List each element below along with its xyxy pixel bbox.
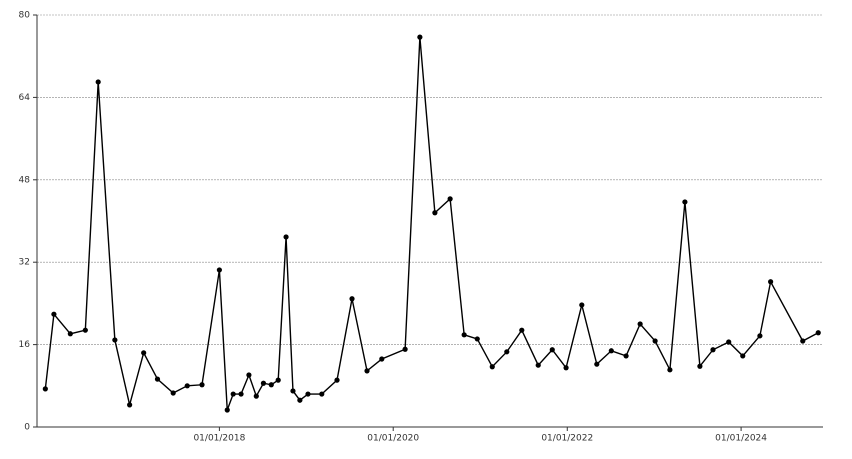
point	[504, 349, 510, 355]
point	[238, 391, 244, 397]
point	[474, 336, 480, 342]
y-tick-label: 16	[19, 340, 31, 350]
point	[697, 363, 703, 369]
point	[319, 391, 325, 397]
point	[364, 368, 370, 374]
point	[297, 397, 303, 403]
point	[535, 362, 541, 368]
x-tick-label: 01/01/2022	[541, 434, 593, 444]
point	[432, 210, 438, 216]
x-tick-label: 01/01/2018	[193, 434, 245, 444]
point	[768, 279, 774, 285]
point	[740, 353, 746, 359]
x-tick-label: 01/01/2024	[715, 434, 767, 444]
point	[112, 337, 118, 343]
point	[246, 372, 252, 378]
point	[260, 380, 267, 386]
point	[461, 332, 467, 338]
point	[216, 267, 222, 273]
point	[334, 377, 340, 383]
point	[51, 311, 57, 317]
point	[667, 367, 673, 373]
y-tick-label: 32	[19, 258, 30, 268]
line	[44, 37, 819, 411]
y-tick-label: 80	[19, 11, 31, 21]
point	[82, 327, 88, 333]
point	[563, 365, 569, 371]
point	[608, 348, 614, 354]
point	[170, 390, 176, 396]
y-tick-label: 0	[24, 423, 30, 433]
point	[815, 330, 821, 336]
point	[230, 391, 236, 397]
point	[637, 321, 643, 327]
point	[652, 338, 658, 344]
point	[283, 234, 289, 240]
point	[199, 382, 205, 388]
point	[379, 356, 385, 362]
point	[95, 79, 101, 85]
point	[519, 327, 525, 333]
point	[42, 386, 48, 392]
point	[154, 376, 161, 382]
point	[305, 391, 311, 397]
point	[623, 353, 629, 359]
point	[594, 361, 600, 367]
point	[489, 364, 495, 370]
point	[447, 196, 453, 202]
point	[800, 338, 806, 344]
point	[290, 388, 296, 394]
point	[726, 339, 732, 345]
point	[417, 34, 423, 40]
point	[349, 296, 355, 302]
point	[141, 350, 147, 356]
point	[682, 199, 688, 205]
point	[402, 346, 408, 352]
point	[127, 402, 133, 408]
point	[67, 331, 73, 337]
y-tick-label: 48	[19, 175, 31, 185]
point	[757, 333, 763, 339]
x-tick-label: 01/01/2020	[367, 434, 419, 444]
point	[579, 302, 585, 308]
point	[549, 347, 555, 353]
point	[253, 393, 259, 399]
point	[710, 347, 716, 353]
point	[184, 383, 190, 389]
point	[224, 407, 230, 413]
point	[268, 382, 274, 388]
point	[275, 377, 281, 383]
y-tick-label: 64	[19, 93, 31, 103]
